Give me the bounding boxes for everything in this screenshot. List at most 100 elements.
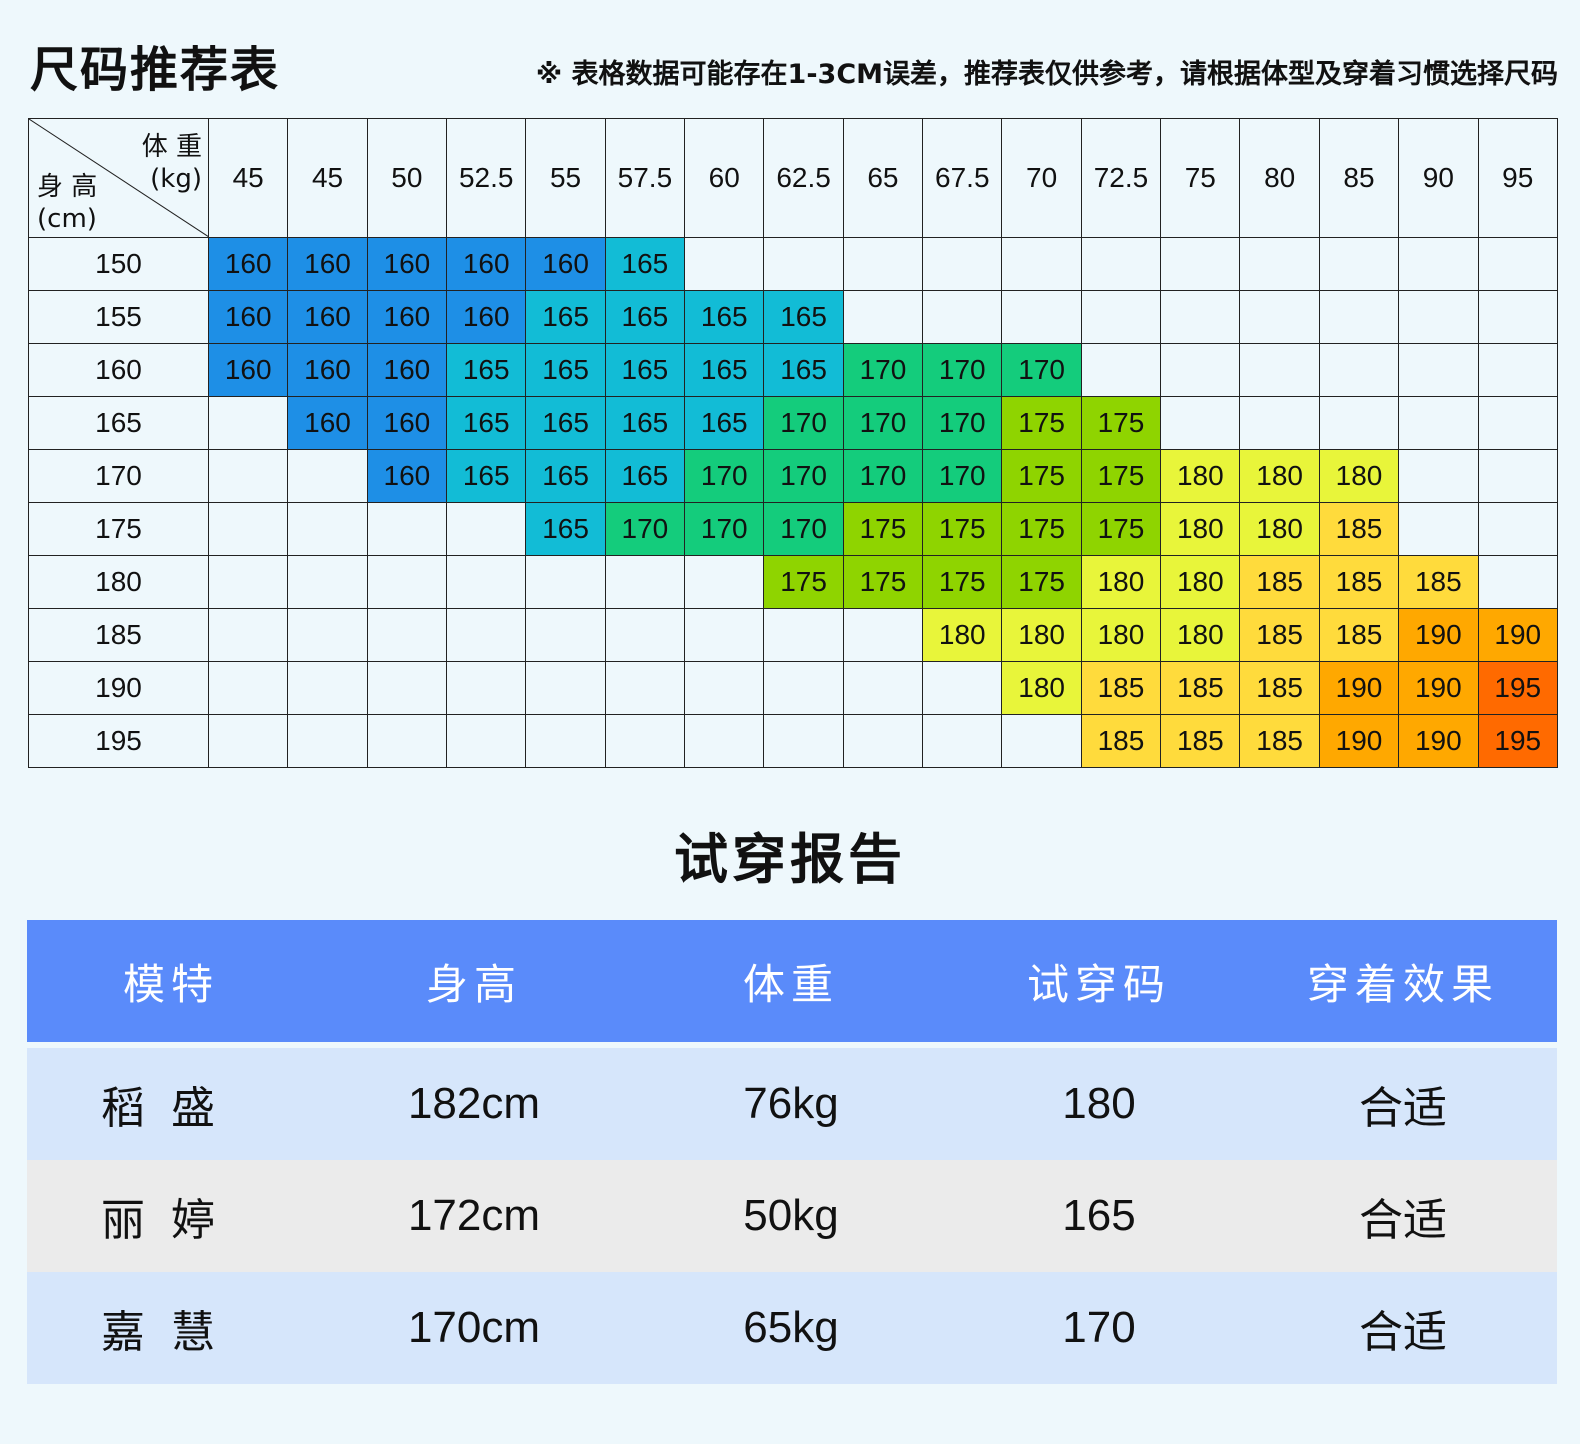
size-cell — [1160, 237, 1241, 291]
size-cell — [922, 237, 1003, 291]
size-cell: 195 — [1477, 661, 1558, 715]
size-row: 195 185 185 185 190 190 195 — [28, 714, 1558, 768]
size-cell — [446, 555, 527, 609]
size-cell: 165 — [604, 449, 686, 503]
size-cell: 180 — [1001, 608, 1082, 662]
size-cell: 180 — [1160, 502, 1241, 556]
size-cell: 160 — [525, 237, 606, 291]
size-cell — [1318, 237, 1400, 291]
size-cell: 180 — [1239, 502, 1320, 556]
size-cell: 165 — [684, 343, 765, 397]
size-cell: 170 — [922, 396, 1003, 450]
size-cell — [1239, 343, 1320, 397]
size-cell: 165 — [525, 449, 606, 503]
size-cell: 160 — [207, 290, 289, 344]
size-cell — [287, 661, 368, 715]
size-cell: 165 — [684, 290, 765, 344]
size-cell — [922, 714, 1003, 768]
size-cell: 160 — [207, 237, 289, 291]
size-cell — [684, 555, 765, 609]
size-cell: 180 — [1160, 608, 1241, 662]
height-cell: 150 — [28, 237, 209, 291]
size-cell — [207, 396, 289, 450]
fitting-report-table: 模特 身高 体重 试穿码 穿着效果 稻盛 182cm 76kg 180 合适 丽… — [27, 920, 1557, 1384]
size-cell: 170 — [684, 502, 765, 556]
size-cell — [1477, 396, 1558, 450]
size-cell: 165 — [604, 237, 686, 291]
size-cell — [366, 555, 448, 609]
size-cell — [207, 714, 289, 768]
size-cell — [1239, 237, 1320, 291]
report-header-row: 模特 身高 体重 试穿码 穿着效果 — [27, 920, 1557, 1042]
size-cell: 185 — [1239, 555, 1320, 609]
size-cell — [604, 555, 686, 609]
height-cell: 165 — [28, 396, 209, 450]
weight-header-row: 体 重 (kg) 身 高 (cm) 45 45 50 52.5 55 57.5 60 62.5… — [28, 118, 1558, 238]
size-cell — [287, 502, 368, 556]
weight-header-cell: 50 — [366, 118, 448, 238]
size-cell: 190 — [1398, 608, 1479, 662]
size-cell — [446, 714, 527, 768]
size-cell — [207, 502, 289, 556]
size-cell: 160 — [366, 343, 448, 397]
size-cell: 180 — [1160, 555, 1241, 609]
size-cell — [525, 608, 606, 662]
size-chart-table: 体 重 (kg) 身 高 (cm) 45 45 50 52.5 55 57.5 60 62.5… — [28, 118, 1558, 768]
size-cell — [763, 714, 844, 768]
size-cell: 185 — [1080, 661, 1162, 715]
height-cell: 190 — [28, 661, 209, 715]
size-cell: 185 — [1080, 714, 1162, 768]
size-row: 160 160 160 160 165 165 165 165 165 170 170 170 — [28, 343, 1558, 397]
size-cell: 160 — [366, 290, 448, 344]
size-cell — [366, 661, 448, 715]
size-cell — [1080, 290, 1162, 344]
size-cell — [922, 661, 1003, 715]
size-cell: 170 — [842, 396, 924, 450]
weight-header-cell: 57.5 — [604, 118, 686, 238]
header-height: 身高 — [425, 959, 522, 1009]
height-cell: 160 — [28, 343, 209, 397]
size-cell: 165 — [525, 290, 606, 344]
size-cell: 185 — [1239, 661, 1320, 715]
size-cell: 185 — [1318, 502, 1400, 556]
size-cell — [1398, 290, 1479, 344]
size-cell: 165 — [604, 396, 686, 450]
height-cell: 180 — [28, 555, 209, 609]
weight-header-cell: 75 — [1160, 118, 1241, 238]
disclaimer-note: ※ 表格数据可能存在1-3CM误差，推荐表仅供参考，请根据体型及穿着习惯选择尺码 — [535, 59, 1558, 90]
height-unit: (cm) — [37, 204, 97, 234]
size-cell: 175 — [922, 555, 1003, 609]
size-cell — [207, 608, 289, 662]
weight-header-cell: 80 — [1239, 118, 1320, 238]
weight-axis-label: 体 重 (kg) — [142, 131, 202, 195]
size-cell — [446, 502, 527, 556]
size-cell — [1477, 290, 1558, 344]
size-cell: 185 — [1318, 608, 1400, 662]
report-row: 嘉慧 170cm 65kg 170 合适 — [27, 1272, 1557, 1384]
size-cell — [1001, 290, 1082, 344]
size-cell — [1477, 502, 1558, 556]
size-cell — [842, 237, 924, 291]
size-cell: 190 — [1318, 714, 1400, 768]
size-cell — [842, 608, 924, 662]
size-cell — [1398, 343, 1479, 397]
size-cell: 180 — [1160, 449, 1241, 503]
header-model: 模特 — [122, 959, 219, 1009]
size-cell: 180 — [1001, 661, 1082, 715]
size-cell: 175 — [1001, 502, 1082, 556]
weight-unit: (kg) — [150, 164, 202, 194]
corner-diagonal-line — [29, 119, 208, 237]
size-cell — [1398, 449, 1479, 503]
size-cell — [1239, 396, 1320, 450]
model-weight: 76kg — [743, 1079, 839, 1128]
model-effect: 合适 — [1359, 1307, 1447, 1358]
size-cell — [366, 608, 448, 662]
size-cell: 180 — [922, 608, 1003, 662]
size-cell: 170 — [842, 343, 924, 397]
size-cell: 160 — [287, 237, 368, 291]
size-row: 185 180 180 180 180 185 185 190 190 — [28, 608, 1558, 662]
size-cell — [525, 714, 606, 768]
size-cell — [604, 608, 686, 662]
size-cell: 175 — [842, 555, 924, 609]
size-cell: 175 — [763, 555, 844, 609]
